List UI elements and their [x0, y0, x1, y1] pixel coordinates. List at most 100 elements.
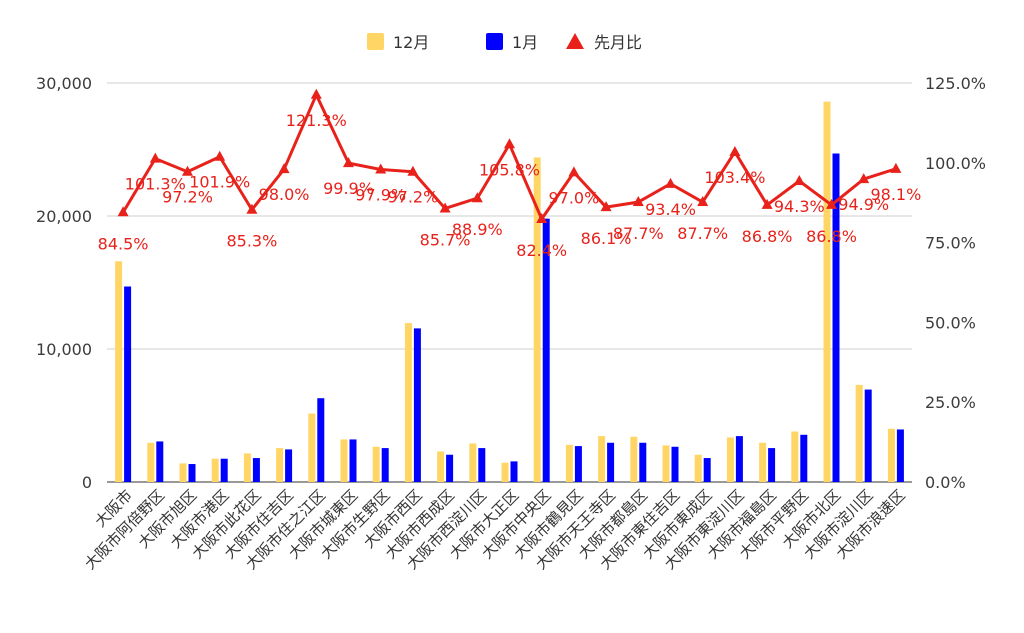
ratio-point [729, 145, 741, 156]
ratio-point [214, 150, 226, 161]
ratio-data-label: 86.1% [581, 229, 632, 248]
bar-jan [800, 434, 808, 482]
y-axis-left: 0 10,000 20,000 30,000 [36, 74, 92, 492]
bar-dec [630, 436, 638, 482]
bar-dec [437, 451, 445, 482]
ratio-data-label: 88.9% [452, 220, 503, 239]
y-axis-right: 0.0% 25.0% 50.0% 75.0% 100.0% 125.0% [925, 74, 986, 492]
ratio-data-label: 105.8% [479, 160, 540, 179]
bar-dec [179, 463, 187, 482]
bar-dec [308, 413, 316, 482]
ratio-data-label: 99.9% [323, 179, 374, 198]
ratio-point [182, 165, 193, 176]
ratio-data-label: 87.7% [613, 224, 664, 243]
ratio-point [632, 196, 644, 207]
bar-jan [349, 439, 357, 482]
legend-swatch-jan [486, 33, 503, 50]
bar-jan [768, 448, 776, 482]
ratio-data-label: 97.2% [387, 188, 438, 207]
ratio-data-label: 93.4% [645, 200, 696, 219]
bar-jan [832, 153, 840, 483]
y2-tick-label: 75.0% [925, 234, 976, 253]
ratio-point [278, 163, 290, 174]
ratio-point [826, 198, 837, 209]
ratio-data-label: 103.4% [704, 168, 765, 187]
y2-tick-label: 100.0% [925, 154, 986, 173]
ratio-data-label: 121.3% [286, 111, 347, 130]
bar-jan [607, 442, 615, 482]
bar-jan [413, 328, 421, 482]
ratio-data-label: 94.3% [774, 197, 825, 216]
ratio-data-label: 94.9% [838, 195, 889, 214]
bar-jan [542, 218, 550, 482]
bar-dec [501, 462, 509, 482]
bar-jan [188, 464, 196, 482]
bar-jan [252, 458, 260, 482]
ratio-point [697, 196, 709, 207]
ratio-point [600, 201, 612, 212]
bar-jan [510, 461, 518, 482]
bar-jan [317, 398, 325, 482]
bar-dec [598, 436, 606, 482]
bar-dec [855, 384, 863, 482]
bar-jan [478, 448, 486, 482]
ratio-data-label: 85.7% [420, 230, 471, 249]
ratio-point [246, 203, 258, 214]
bar-dec [340, 439, 348, 482]
bar-dec [759, 442, 767, 482]
legend: 12月 1月 先月比 [367, 33, 642, 52]
ratio-data-label: 86.8% [742, 227, 793, 246]
x-axis: 大阪市大阪市阿倍野区大阪市旭区大阪市港区大阪市此花区大阪市住吉区大阪市住之江区大… [81, 486, 909, 573]
bar-jan [896, 429, 904, 482]
bar-jan [864, 389, 872, 482]
legend-label-ratio: 先月比 [594, 33, 642, 52]
bar-jan [156, 441, 164, 482]
ratio-point [310, 88, 322, 99]
ratio-data-label: 86.8% [806, 227, 857, 246]
ratio-point [568, 166, 580, 177]
bar-dec [147, 442, 155, 482]
bar-dec [211, 458, 219, 482]
ratio-data-label: 98.0% [259, 185, 310, 204]
bar-jan [446, 454, 454, 482]
ratio-point [504, 138, 515, 149]
bar-jan [703, 458, 711, 482]
bar-dec [726, 437, 734, 482]
bar-dec [469, 443, 477, 482]
y2-tick-label: 25.0% [925, 393, 976, 412]
legend-marker-ratio [566, 33, 584, 49]
bars [115, 101, 904, 483]
ratio-point [343, 157, 354, 168]
ratio-data-label: 85.3% [226, 232, 277, 251]
ratio-point [890, 162, 902, 173]
bar-dec [662, 445, 670, 482]
ratio-point [439, 202, 451, 213]
ratio-data-label: 82.4% [516, 241, 567, 260]
legend-swatch-dec [367, 33, 384, 50]
bar-dec [404, 323, 412, 482]
bar-dec [887, 428, 895, 482]
y-tick-label: 30,000 [36, 74, 92, 93]
ratio-point [471, 192, 483, 203]
ratio-point [761, 198, 773, 209]
ratio-point [536, 212, 548, 223]
bar-dec [115, 261, 123, 482]
bar-jan [639, 442, 647, 482]
bar-dec [533, 157, 541, 483]
ratio-point [375, 163, 387, 174]
y2-tick-label: 125.0% [925, 74, 986, 93]
bar-dec [791, 431, 799, 482]
legend-label-jan: 1月 [512, 33, 538, 52]
bar-dec [276, 448, 284, 482]
bar-jan [574, 446, 582, 482]
bar-dec [565, 444, 573, 482]
y-tick-label: 20,000 [36, 207, 92, 226]
ratio-data-label: 101.3% [125, 175, 186, 194]
ratio-point [407, 165, 419, 176]
bar-dec [823, 101, 831, 483]
y2-tick-label: 50.0% [925, 313, 976, 332]
y-tick-label: 10,000 [36, 340, 92, 359]
ratio-data-label: 84.5% [98, 234, 149, 253]
bar-dec [243, 453, 251, 482]
